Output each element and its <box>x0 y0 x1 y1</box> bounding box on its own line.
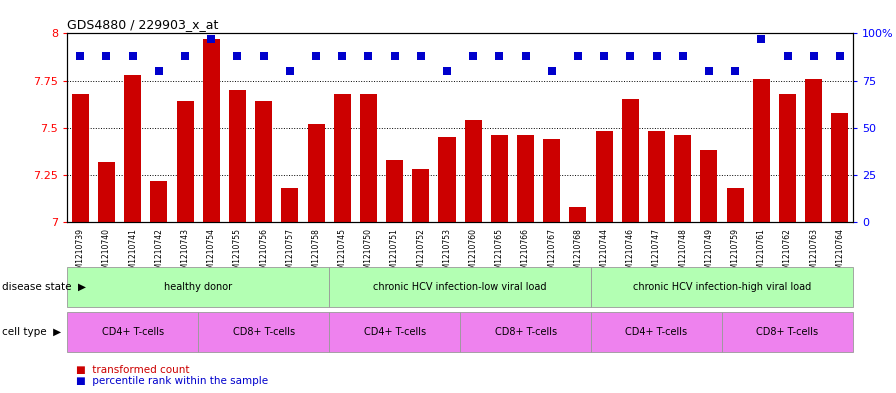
Bar <box>465 120 482 222</box>
Bar <box>831 113 849 222</box>
Point <box>256 53 271 59</box>
Bar <box>806 79 823 222</box>
Bar <box>570 207 587 222</box>
Text: ■  percentile rank within the sample: ■ percentile rank within the sample <box>76 376 268 386</box>
Point <box>466 53 480 59</box>
Point <box>754 36 769 42</box>
Text: chronic HCV infection-low viral load: chronic HCV infection-low viral load <box>374 282 547 292</box>
Point <box>282 68 297 74</box>
Bar <box>596 132 613 222</box>
Point <box>361 53 375 59</box>
Point <box>125 53 140 59</box>
Bar <box>438 137 455 222</box>
Point <box>832 53 847 59</box>
Text: CD8+ T-cells: CD8+ T-cells <box>495 327 556 337</box>
Point <box>702 68 716 74</box>
Point <box>387 53 401 59</box>
Bar <box>360 94 377 222</box>
Point <box>99 53 114 59</box>
Bar <box>779 94 796 222</box>
Text: GDS4880 / 229903_x_at: GDS4880 / 229903_x_at <box>67 18 219 31</box>
Text: CD4+ T-cells: CD4+ T-cells <box>625 327 687 337</box>
Bar <box>674 135 691 222</box>
Point <box>492 53 506 59</box>
Bar <box>255 101 272 222</box>
Bar <box>701 151 718 222</box>
Bar <box>491 135 508 222</box>
Point <box>178 53 193 59</box>
Bar <box>307 124 324 222</box>
Text: healthy donor: healthy donor <box>164 282 232 292</box>
Bar <box>202 39 220 222</box>
Point <box>204 36 219 42</box>
Point <box>597 53 611 59</box>
Point <box>230 53 245 59</box>
Bar <box>412 169 429 222</box>
Point <box>440 68 454 74</box>
Bar <box>622 99 639 222</box>
Text: disease state  ▶: disease state ▶ <box>2 282 86 292</box>
Bar <box>72 94 89 222</box>
Text: chronic HCV infection-high viral load: chronic HCV infection-high viral load <box>633 282 811 292</box>
Bar <box>98 162 115 222</box>
Point <box>650 53 664 59</box>
Point <box>519 53 533 59</box>
Bar <box>151 180 168 222</box>
Bar <box>281 188 298 222</box>
Bar <box>125 75 142 222</box>
Bar <box>727 188 744 222</box>
Bar <box>177 101 194 222</box>
Text: CD8+ T-cells: CD8+ T-cells <box>233 327 295 337</box>
Bar <box>517 135 534 222</box>
Point <box>414 53 428 59</box>
Point <box>624 53 638 59</box>
Point <box>73 53 88 59</box>
Bar <box>753 79 770 222</box>
Point <box>335 53 349 59</box>
Bar <box>333 94 350 222</box>
Text: cell type  ▶: cell type ▶ <box>2 327 61 337</box>
Point <box>780 53 795 59</box>
Text: CD4+ T-cells: CD4+ T-cells <box>101 327 164 337</box>
Text: CD4+ T-cells: CD4+ T-cells <box>364 327 426 337</box>
Text: ■  transformed count: ■ transformed count <box>76 365 190 375</box>
Point <box>676 53 690 59</box>
Point <box>806 53 821 59</box>
Point <box>571 53 585 59</box>
Point <box>309 53 323 59</box>
Bar <box>648 132 665 222</box>
Text: CD8+ T-cells: CD8+ T-cells <box>756 327 819 337</box>
Bar <box>543 139 560 222</box>
Point <box>545 68 559 74</box>
Point <box>151 68 166 74</box>
Point <box>728 68 742 74</box>
Bar <box>229 90 246 222</box>
Bar <box>386 160 403 222</box>
